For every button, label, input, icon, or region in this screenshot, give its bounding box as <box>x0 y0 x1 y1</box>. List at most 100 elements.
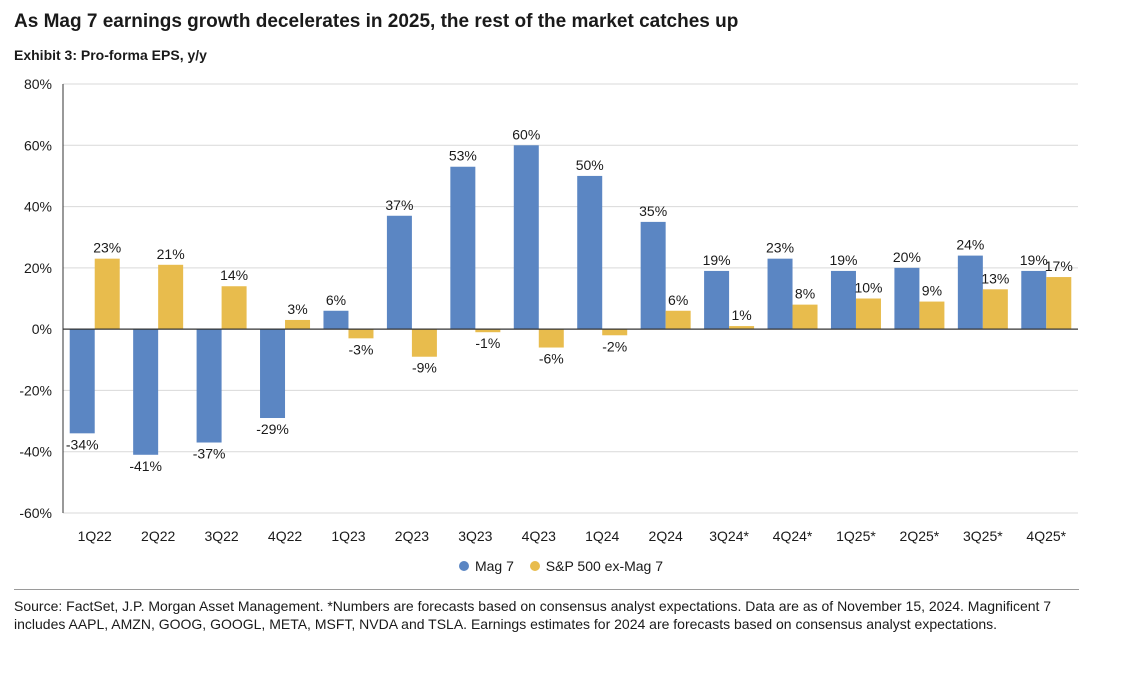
bar-ex-mag7 <box>982 289 1008 330</box>
x-tick-label: 2Q25* <box>900 528 940 544</box>
y-tick-label: -40% <box>19 444 52 460</box>
bar-ex-mag7 <box>158 264 184 330</box>
data-label-ex-mag7: 14% <box>220 267 248 283</box>
x-tick-label: 1Q23 <box>331 528 365 544</box>
bar-ex-mag7 <box>221 286 247 330</box>
data-label-ex-mag7: -3% <box>349 341 374 357</box>
legend-swatch-ex-mag7 <box>529 561 540 571</box>
data-label-ex-mag7: 23% <box>93 240 121 256</box>
x-tick-label: 2Q22 <box>141 528 175 544</box>
legend-item-ex-mag7: S&P 500 ex-Mag 7 <box>529 558 664 574</box>
y-tick-label: -20% <box>19 382 52 398</box>
bar-ex-mag7 <box>538 329 564 348</box>
data-label-ex-mag7: 13% <box>981 270 1009 286</box>
x-tick-label: 2Q24 <box>649 528 683 544</box>
legend-label-mag7: Mag 7 <box>474 558 514 574</box>
data-label-mag7: 35% <box>639 203 667 219</box>
chart-legend: Mag 7 S&P 500 ex-Mag 7 <box>0 558 1122 574</box>
data-label-mag7: -41% <box>129 458 162 474</box>
bar-mag7 <box>830 270 856 330</box>
bar-ex-mag7 <box>602 329 628 336</box>
data-label-mag7: 24% <box>956 237 984 253</box>
bar-mag7 <box>323 310 349 330</box>
y-tick-label: 20% <box>24 260 52 276</box>
data-label-ex-mag7: 8% <box>795 286 815 302</box>
bar-mag7 <box>450 166 476 330</box>
data-label-mag7: 19% <box>1020 252 1048 268</box>
bar-mag7 <box>640 221 666 330</box>
x-tick-label: 4Q22 <box>268 528 302 544</box>
footer-divider <box>14 589 1079 590</box>
data-label-ex-mag7: 3% <box>287 301 307 317</box>
x-tick-label: 3Q23 <box>458 528 492 544</box>
bar-mag7 <box>577 175 603 330</box>
bar-mag7 <box>196 329 222 443</box>
x-tick-label: 1Q22 <box>78 528 112 544</box>
bar-mag7 <box>704 270 730 330</box>
data-label-ex-mag7: 17% <box>1045 258 1073 274</box>
legend-swatch-mag7 <box>458 561 469 571</box>
x-tick-label: 4Q23 <box>522 528 556 544</box>
data-label-ex-mag7: 10% <box>854 280 882 296</box>
data-label-mag7: 60% <box>512 126 540 142</box>
legend-item-mag7: Mag 7 <box>458 558 514 574</box>
bar-mag7 <box>386 215 412 330</box>
data-label-ex-mag7: -9% <box>412 360 437 376</box>
bar-ex-mag7 <box>729 326 755 330</box>
bar-ex-mag7 <box>94 258 120 330</box>
bar-mag7 <box>69 329 95 434</box>
data-label-ex-mag7: -1% <box>475 335 500 351</box>
bar-ex-mag7 <box>1046 277 1072 330</box>
bar-ex-mag7 <box>411 329 437 357</box>
data-label-ex-mag7: -6% <box>539 351 564 367</box>
data-label-mag7: -29% <box>256 421 289 437</box>
bar-mag7 <box>767 258 793 330</box>
data-label-mag7: 6% <box>326 292 346 308</box>
y-tick-label: 80% <box>24 76 52 92</box>
bar-mag7 <box>133 329 159 455</box>
bar-ex-mag7 <box>855 298 881 330</box>
y-tick-label: 60% <box>24 137 52 153</box>
data-label-mag7: 19% <box>829 252 857 268</box>
bar-ex-mag7 <box>348 329 374 339</box>
chart-title: As Mag 7 earnings growth decelerates in … <box>14 11 739 32</box>
x-tick-label: 3Q25* <box>963 528 1003 544</box>
data-label-mag7: 19% <box>703 252 731 268</box>
bar-mag7 <box>1021 270 1047 330</box>
data-label-mag7: 23% <box>766 240 794 256</box>
y-tick-label: -60% <box>19 505 52 521</box>
y-tick-label: 40% <box>24 199 52 215</box>
x-tick-label: 4Q24* <box>773 528 813 544</box>
bar-ex-mag7 <box>792 304 818 330</box>
data-label-mag7: -34% <box>66 436 99 452</box>
bar-mag7 <box>894 267 920 330</box>
legend-label-ex-mag7: S&P 500 ex-Mag 7 <box>545 558 664 574</box>
x-tick-label: 2Q23 <box>395 528 429 544</box>
data-label-mag7: -37% <box>193 446 226 462</box>
y-tick-label: 0% <box>32 321 52 337</box>
data-label-ex-mag7: 6% <box>668 292 688 308</box>
data-label-ex-mag7: 1% <box>731 307 751 323</box>
bar-mag7 <box>260 329 286 419</box>
bar-ex-mag7 <box>665 310 691 330</box>
x-tick-label: 3Q24* <box>709 528 749 544</box>
bar-ex-mag7 <box>919 301 945 330</box>
data-label-mag7: 50% <box>576 157 604 173</box>
data-label-ex-mag7: 21% <box>157 246 185 262</box>
source-note: Source: FactSet, J.P. Morgan Asset Manag… <box>14 598 1052 632</box>
data-label-mag7: 53% <box>449 148 477 164</box>
x-tick-label: 1Q25* <box>836 528 876 544</box>
data-label-ex-mag7: 9% <box>922 283 942 299</box>
bar-ex-mag7 <box>475 329 501 333</box>
bar-ex-mag7 <box>285 319 311 330</box>
bar-chart: -60% -40% -20% 0% 20% 40% 60% 80% -34% 23% 1Q22 -41… <box>19 76 1078 544</box>
chart-subtitle: Exhibit 3: Pro-forma EPS, y/y <box>14 47 207 63</box>
x-tick-label: 3Q22 <box>204 528 238 544</box>
bar-mag7 <box>957 255 983 330</box>
data-label-ex-mag7: -2% <box>602 338 627 354</box>
bar-mag7 <box>513 145 539 330</box>
data-label-mag7: 37% <box>385 197 413 213</box>
x-tick-label: 4Q25* <box>1026 528 1066 544</box>
data-label-mag7: 20% <box>893 249 921 265</box>
x-tick-label: 1Q24 <box>585 528 619 544</box>
